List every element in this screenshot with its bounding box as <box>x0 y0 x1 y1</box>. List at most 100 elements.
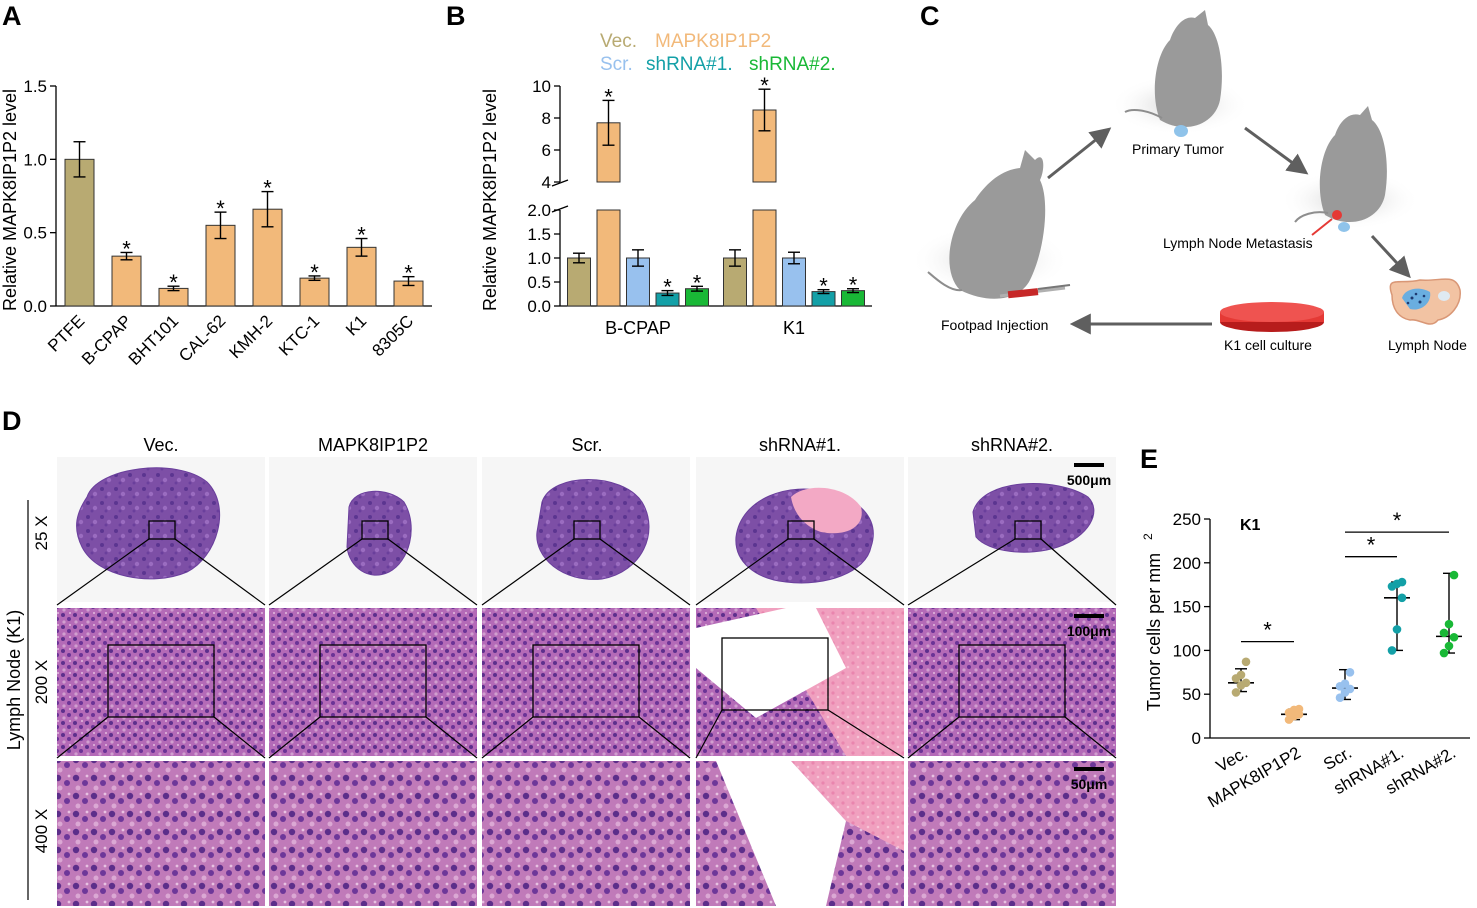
panel-letter-a: A <box>2 1 22 31</box>
chart-b-ylabel: Relative MAPK8IP1P2 level <box>480 89 500 311</box>
label-primary-tumor: Primary Tumor <box>1132 141 1224 157</box>
chart-a-xtick-label: B-CPAP <box>78 311 135 368</box>
zoom-line <box>813 538 905 606</box>
chart-b-significance: * <box>663 275 672 300</box>
histology-pink-region <box>791 761 904 851</box>
chart-e-ytick-label: 100 <box>1173 641 1201 660</box>
chart-b-bar <box>567 257 591 307</box>
zoom-box-25x <box>148 520 176 540</box>
row-label-400x: 400 X <box>32 809 51 853</box>
chart-b-legend-mapk: MAPK8IP1P2 <box>655 31 771 52</box>
zoom-box-200x <box>532 644 640 718</box>
histology-200x-4 <box>908 608 1116 756</box>
chart-a-ylabel: Relative MAPK8IP1P2 level <box>0 89 20 311</box>
histology-400x-1 <box>269 761 477 906</box>
chart-e-point <box>1397 577 1407 587</box>
chart-a: Relative MAPK8IP1P2 level 0.0 0.5 1.0 1.5 PT… <box>0 77 432 369</box>
label-lymph-node: Lymph Node <box>1388 337 1467 353</box>
chart-a-xtick-label: BHT101 <box>125 311 183 369</box>
chart-a-ytick-label: 0.5 <box>23 224 47 243</box>
chart-a-xtick-label: 8305C <box>368 311 417 360</box>
chart-a-ytick-label: 1.5 <box>23 77 47 96</box>
chart-e-point <box>1340 679 1350 688</box>
chart-e-point <box>1294 704 1304 714</box>
mouse-primary-tumor-illustration <box>1110 10 1250 137</box>
scale-bar <box>1074 767 1104 771</box>
chart-e-point <box>1345 668 1355 677</box>
chart-e-point <box>1241 678 1251 688</box>
chart-b-group-label: B-CPAP <box>605 318 671 338</box>
label-footpad-injection: Footpad Injection <box>941 317 1048 333</box>
histology-node-section <box>346 490 412 576</box>
chart-e-point <box>1449 632 1459 642</box>
histology-node-section <box>76 467 221 580</box>
mouse-footpad-illustration <box>910 150 1071 299</box>
chart-e-title: K1 <box>1240 517 1261 534</box>
chart-e-ytick-label: 150 <box>1173 598 1201 617</box>
zoom-line <box>907 538 1016 606</box>
chart-b-ytick-label: 8 <box>542 109 551 128</box>
panel-letter-b: B <box>446 1 466 31</box>
chart-e-point <box>1444 619 1454 629</box>
zoom-line <box>827 709 905 759</box>
chart-e-point <box>1236 670 1246 680</box>
chart-e-point <box>1439 648 1449 658</box>
chart-a-significance: * <box>357 223 366 248</box>
chart-e-ytick-label: 250 <box>1173 510 1201 529</box>
chart-a-xtick-label: KTC-1 <box>275 311 323 359</box>
arrow-to-metastasis <box>1244 126 1309 175</box>
col-label-sh1: shRNA#1. <box>759 435 841 455</box>
chart-b-bar <box>596 209 621 307</box>
zoom-box-25x <box>787 520 815 540</box>
histology-node-section <box>536 479 650 580</box>
panel-d-histology: Lymph Node (K1) 25 X 200 X 400 X Vec. MA… <box>4 435 1117 906</box>
zoom-box-200x <box>721 637 829 711</box>
chart-e-point <box>1439 628 1449 638</box>
chart-b-axis-break <box>551 205 569 213</box>
lymph-node-illustration <box>1389 278 1461 325</box>
label-lymph-node-metastasis: Lymph Node Metastasis <box>1163 235 1313 251</box>
chart-e-ytick-label: 0 <box>1192 729 1201 748</box>
histology-400x-4 <box>908 761 1116 906</box>
histology-200x-2 <box>482 608 690 756</box>
panel-letter-c: C <box>920 1 940 31</box>
chart-a-significance: * <box>404 261 413 286</box>
chart-b-ytick-label: 2.0 <box>527 201 551 220</box>
chart-e-ylabel-sup: 2 <box>1141 533 1155 540</box>
row-label-25x: 25 X <box>32 516 51 551</box>
chart-b-legend-sh1: shRNA#1. <box>646 54 733 75</box>
chart-a-xtick-label: K1 <box>342 311 370 339</box>
cell-culture-dish-illustration <box>1220 302 1324 332</box>
label-cell-culture: K1 cell culture <box>1224 337 1312 353</box>
arrow-to-lymph-node <box>1370 234 1411 279</box>
panel-letter-d: D <box>2 406 22 436</box>
zoom-line <box>56 716 109 759</box>
chart-b-ytick-label: 1.0 <box>527 249 551 268</box>
chart-b: Relative MAPK8IP1P2 level Vec. MAPK8IP1P… <box>480 31 872 338</box>
chart-e-point <box>1387 646 1397 655</box>
panel-d-side-label: Lymph Node (K1) <box>4 610 24 750</box>
zoom-line <box>425 716 478 759</box>
col-label-scr: Scr. <box>571 435 602 455</box>
histology-empty-space <box>696 608 846 718</box>
histology-400x-2 <box>482 761 690 906</box>
chart-a-significance: * <box>263 176 272 201</box>
panel-letter-e: E <box>1140 444 1158 474</box>
chart-a-xtick-label: CAL-62 <box>175 311 229 365</box>
chart-e-point <box>1392 625 1402 634</box>
chart-b-significance: * <box>604 84 613 109</box>
chart-a-bar <box>111 255 142 307</box>
chart-e-significance: * <box>1393 508 1402 533</box>
chart-a-xtick-label: PTFE <box>44 311 88 355</box>
zoom-line <box>1064 716 1117 759</box>
zoom-line <box>695 709 723 759</box>
chart-b-legend-vec: Vec. <box>600 31 637 52</box>
mouse-metastasis-illustration <box>1280 106 1420 236</box>
zoom-line <box>907 716 960 759</box>
zoom-line <box>481 538 575 606</box>
zoom-line <box>638 716 691 759</box>
zoom-line <box>695 538 789 606</box>
histology-200x-0 <box>57 608 265 756</box>
col-label-mapk: MAPK8IP1P2 <box>318 435 428 455</box>
